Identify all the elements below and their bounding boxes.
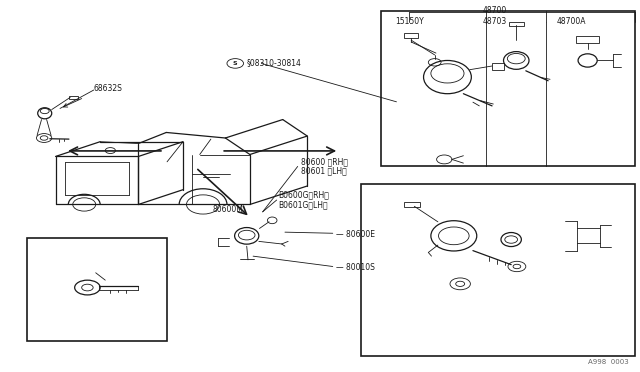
Bar — [509, 22, 524, 26]
Text: — 80600E: — 80600E — [336, 230, 375, 239]
Text: 80601 〈LH〉: 80601 〈LH〉 — [301, 167, 347, 176]
Text: 15150Y: 15150Y — [395, 17, 424, 26]
Bar — [404, 202, 420, 208]
Text: 48700: 48700 — [483, 6, 508, 15]
Text: B0600G〈RH〉: B0600G〈RH〉 — [278, 191, 330, 200]
Text: §08310-30814: §08310-30814 — [246, 58, 301, 67]
Bar — [362, 184, 636, 356]
Bar — [404, 33, 418, 38]
Text: 80600M: 80600M — [212, 205, 243, 215]
Bar — [27, 238, 167, 341]
Bar — [576, 36, 599, 43]
Text: S: S — [233, 61, 237, 66]
Text: 68632S: 68632S — [94, 84, 123, 93]
Text: 80600 〈RH〉: 80600 〈RH〉 — [301, 157, 348, 167]
Text: 48703: 48703 — [483, 17, 508, 26]
Text: 48700A: 48700A — [557, 17, 586, 26]
Text: — 80010S: — 80010S — [336, 263, 375, 272]
Bar — [69, 96, 79, 99]
Text: A998  0003: A998 0003 — [588, 359, 629, 365]
Bar — [381, 11, 636, 166]
Bar — [492, 63, 504, 70]
Text: B0601G〈LH〉: B0601G〈LH〉 — [278, 200, 328, 209]
